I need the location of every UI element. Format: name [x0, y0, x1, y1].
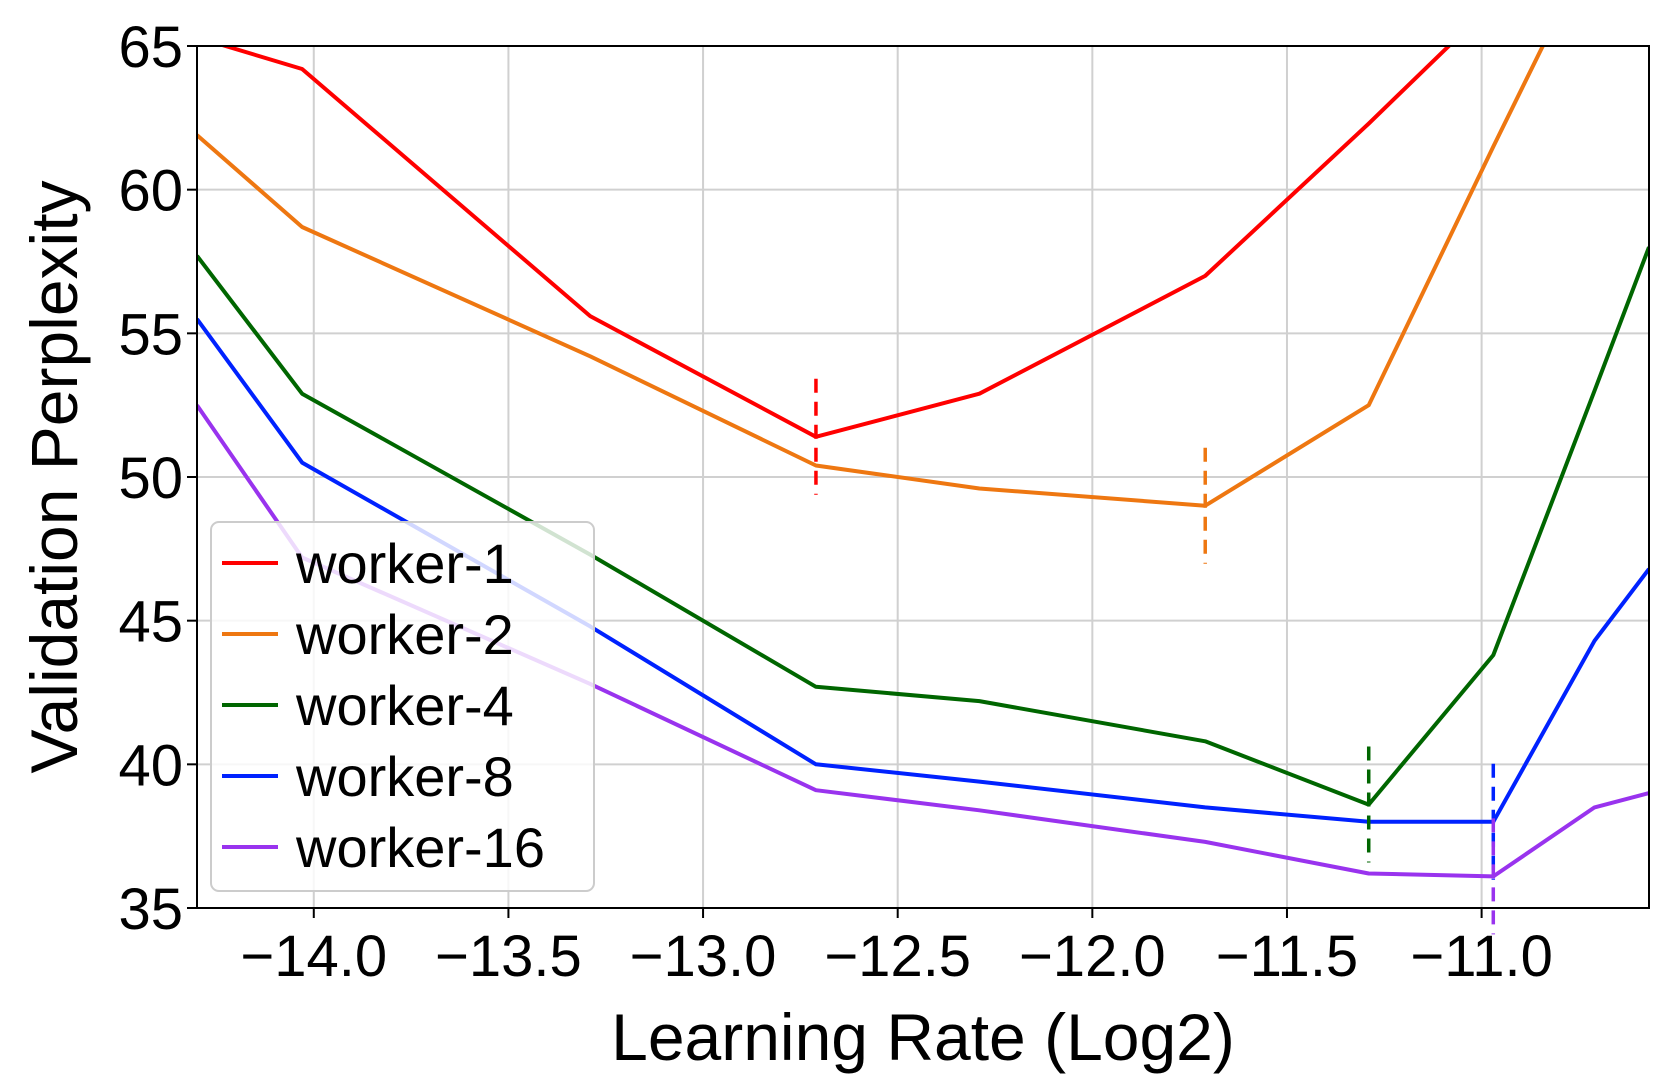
y-axis-ticks: 35 40 45 50 55 60 65: [118, 15, 197, 942]
x-tick-label: −12.0: [1019, 924, 1166, 989]
y-axis-label: Validation Perplexity: [17, 180, 91, 773]
y-tick-label: 55: [118, 302, 183, 367]
legend-label-worker-16: worker-16: [295, 816, 545, 879]
y-tick-label: 40: [118, 733, 183, 798]
legend-label-worker-4: worker-4: [295, 674, 514, 737]
x-tick-label: −12.5: [824, 924, 971, 989]
optimum-markers: [814, 378, 1496, 935]
x-axis-label: Learning Rate (Log2): [611, 1000, 1235, 1074]
y-tick-label: 60: [118, 159, 183, 224]
x-tick-label: −13.5: [435, 924, 582, 989]
y-tick-label: 50: [118, 446, 183, 511]
x-axis-ticks: −14.0 −13.5 −13.0 −12.5 −12.0 −11.5 −11.0: [240, 908, 1553, 989]
x-tick-label: −11.5: [1216, 924, 1358, 989]
x-tick-label: −11.0: [1410, 924, 1552, 989]
series-line-worker-1: [218, 46, 1452, 439]
legend-label-worker-2: worker-2: [295, 603, 514, 666]
legend-entries: worker-1 worker-2 worker-4 worker-8 worker-1…: [222, 532, 545, 879]
legend-label-worker-8: worker-8: [295, 745, 514, 808]
y-tick-label: 35: [118, 877, 183, 942]
legend-box: [210, 521, 595, 892]
legend-label-worker-1: worker-1: [295, 532, 514, 595]
y-tick-label: 45: [118, 590, 183, 655]
x-tick-label: −14.0: [240, 924, 387, 989]
series-line-worker-2: [197, 46, 1546, 508]
x-tick-label: −13.0: [630, 924, 777, 989]
series-line-worker-4: [197, 246, 1649, 807]
legend: worker-1 worker-2 worker-4 worker-8 worker-1…: [210, 521, 595, 892]
y-tick-label: 65: [118, 15, 183, 80]
